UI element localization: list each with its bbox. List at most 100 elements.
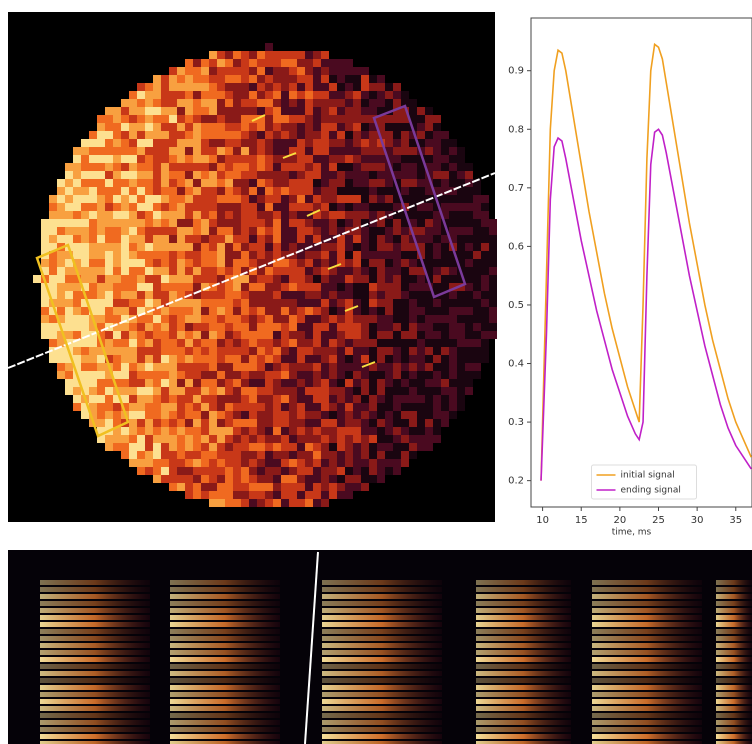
heat-pixel xyxy=(489,291,497,299)
heat-pixel xyxy=(137,251,145,259)
heat-pixel xyxy=(81,155,89,163)
heat-pixel xyxy=(177,171,185,179)
heat-pixel xyxy=(393,347,401,355)
heat-pixel xyxy=(161,403,169,411)
heat-pixel xyxy=(481,291,489,299)
kymo-band xyxy=(40,734,150,739)
heat-pixel xyxy=(225,139,233,147)
heat-pixel xyxy=(433,379,441,387)
heat-pixel xyxy=(465,163,473,171)
heat-pixel xyxy=(417,363,425,371)
kymo-band xyxy=(476,727,571,732)
heat-pixel xyxy=(281,211,289,219)
heat-pixel xyxy=(297,139,305,147)
heat-pixel xyxy=(257,99,265,107)
heat-pixel xyxy=(169,67,177,75)
heat-pixel xyxy=(337,395,345,403)
heat-pixel xyxy=(417,419,425,427)
heat-pixel xyxy=(321,443,329,451)
heat-pixel xyxy=(97,291,105,299)
heat-pixel xyxy=(121,427,129,435)
heat-pixel xyxy=(193,171,201,179)
heat-pixel xyxy=(65,331,73,339)
heat-pixel xyxy=(105,179,113,187)
heat-pixel xyxy=(417,171,425,179)
heat-pixel xyxy=(249,139,257,147)
heat-pixel xyxy=(393,219,401,227)
heat-pixel xyxy=(177,419,185,427)
heat-pixel xyxy=(185,491,193,499)
heat-pixel xyxy=(449,227,457,235)
heat-pixel xyxy=(377,363,385,371)
heat-pixel xyxy=(233,291,241,299)
heat-pixel xyxy=(249,443,257,451)
heat-pixel xyxy=(345,163,353,171)
heat-pixel xyxy=(353,403,361,411)
heat-pixel xyxy=(209,315,217,323)
heat-pixel xyxy=(361,83,369,91)
heat-pixel xyxy=(409,219,417,227)
kymograph-marker xyxy=(304,551,319,744)
heat-pixel xyxy=(369,331,377,339)
heat-pixel xyxy=(369,163,377,171)
heat-pixel xyxy=(465,259,473,267)
heat-pixel xyxy=(49,251,57,259)
heat-pixel xyxy=(201,219,209,227)
heat-pixel xyxy=(289,51,297,59)
heat-pixel xyxy=(225,235,233,243)
heat-pixel xyxy=(145,155,153,163)
heat-pixel xyxy=(305,475,313,483)
heat-pixel xyxy=(465,203,473,211)
heat-pixel xyxy=(337,251,345,259)
heat-pixel xyxy=(193,195,201,203)
heat-pixel xyxy=(249,499,257,507)
heat-pixel xyxy=(393,163,401,171)
heat-pixel xyxy=(409,371,417,379)
heat-pixel xyxy=(257,91,265,99)
heat-pixel xyxy=(265,315,273,323)
heat-pixel xyxy=(233,155,241,163)
heat-pixel xyxy=(201,459,209,467)
heat-pixel xyxy=(281,51,289,59)
heat-pixel xyxy=(217,299,225,307)
heat-pixel xyxy=(369,171,377,179)
heat-pixel xyxy=(233,235,241,243)
heat-pixel xyxy=(265,91,273,99)
heat-pixel xyxy=(129,403,137,411)
heat-pixel xyxy=(489,307,497,315)
heat-pixel xyxy=(465,275,473,283)
heat-pixel xyxy=(185,435,193,443)
heat-pixel xyxy=(89,251,97,259)
heat-pixel xyxy=(113,411,121,419)
heat-pixel xyxy=(369,435,377,443)
heat-pixel xyxy=(217,171,225,179)
heat-pixel xyxy=(273,291,281,299)
kymo-band xyxy=(592,713,702,718)
heat-pixel xyxy=(409,435,417,443)
kymo-band xyxy=(716,699,752,704)
heat-pixel xyxy=(441,203,449,211)
heat-pixel xyxy=(353,331,361,339)
heat-pixel xyxy=(153,171,161,179)
heat-pixel xyxy=(449,155,457,163)
heat-pixel xyxy=(161,419,169,427)
heat-pixel xyxy=(417,387,425,395)
heat-pixel xyxy=(289,131,297,139)
heat-pixel xyxy=(121,203,129,211)
heat-pixel xyxy=(97,219,105,227)
heat-pixel xyxy=(177,283,185,291)
kymo-band xyxy=(476,664,571,669)
heat-pixel xyxy=(313,163,321,171)
heat-pixel xyxy=(481,251,489,259)
heat-pixel xyxy=(289,155,297,163)
heat-pixel xyxy=(113,339,121,347)
heat-pixel xyxy=(289,347,297,355)
heat-pixel xyxy=(369,467,377,475)
heat-pixel xyxy=(121,235,129,243)
heat-pixel xyxy=(265,323,273,331)
heat-pixel xyxy=(441,283,449,291)
heat-pixel xyxy=(225,67,233,75)
heat-pixel xyxy=(129,275,137,283)
heat-pixel xyxy=(273,131,281,139)
heat-pixel xyxy=(337,123,345,131)
